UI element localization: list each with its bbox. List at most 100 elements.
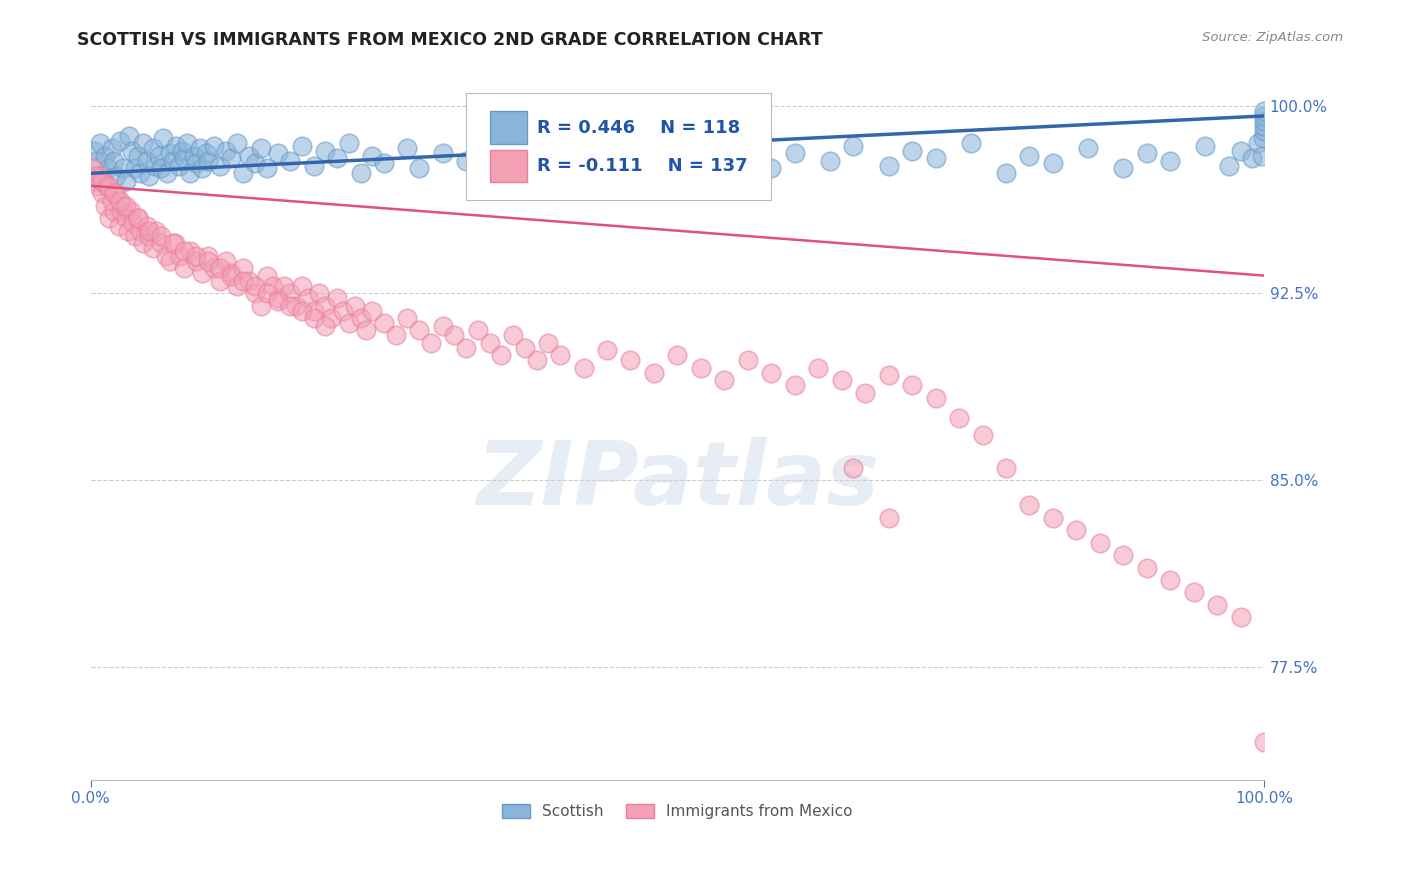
Point <box>267 293 290 308</box>
Point <box>877 159 900 173</box>
Point <box>349 311 371 326</box>
Point <box>526 353 548 368</box>
Point <box>1218 159 1240 173</box>
Point <box>408 324 430 338</box>
Point <box>86 169 108 183</box>
Point <box>84 174 107 188</box>
Point <box>124 161 146 176</box>
Point <box>127 211 149 226</box>
Point <box>86 178 108 193</box>
Point <box>818 153 841 168</box>
Point <box>221 266 243 280</box>
Point <box>526 144 548 158</box>
Point <box>98 211 121 226</box>
Point <box>100 194 122 208</box>
Point <box>108 134 131 148</box>
Point <box>162 236 184 251</box>
Point <box>643 149 665 163</box>
Point <box>243 286 266 301</box>
Point <box>208 274 231 288</box>
Point <box>124 228 146 243</box>
Point <box>596 343 619 358</box>
Point <box>273 278 295 293</box>
Point <box>114 174 136 188</box>
Point <box>1253 103 1275 118</box>
Point <box>643 366 665 380</box>
FancyBboxPatch shape <box>489 112 527 144</box>
Point <box>112 161 135 176</box>
Point <box>256 161 278 176</box>
Point <box>202 139 225 153</box>
Point <box>156 166 179 180</box>
Point <box>267 146 290 161</box>
Point <box>396 141 419 155</box>
Point <box>349 166 371 180</box>
Point <box>725 141 748 155</box>
Point <box>191 266 214 280</box>
Point <box>467 324 489 338</box>
Point <box>162 153 184 168</box>
Point <box>537 336 560 351</box>
Text: Source: ZipAtlas.com: Source: ZipAtlas.com <box>1202 31 1343 45</box>
Point <box>737 353 759 368</box>
Point <box>901 378 924 392</box>
Point <box>1042 156 1064 170</box>
Point <box>713 373 735 387</box>
Point <box>165 236 187 251</box>
Point <box>972 428 994 442</box>
Point <box>112 199 135 213</box>
Point <box>1253 114 1275 128</box>
Point <box>1112 548 1135 562</box>
Point <box>150 161 173 176</box>
Point <box>396 311 419 326</box>
Point <box>96 178 118 193</box>
Point <box>208 159 231 173</box>
Text: R = 0.446    N = 118: R = 0.446 N = 118 <box>537 119 740 136</box>
Point <box>262 278 284 293</box>
Point <box>959 136 981 151</box>
Point <box>155 249 177 263</box>
Point <box>337 316 360 330</box>
Point <box>302 159 325 173</box>
Point <box>291 278 314 293</box>
Point <box>948 410 970 425</box>
Point <box>83 144 105 158</box>
Point <box>1253 109 1275 123</box>
Point <box>173 152 195 166</box>
Point <box>478 139 501 153</box>
Point <box>994 460 1017 475</box>
Point <box>807 360 830 375</box>
Point <box>152 131 174 145</box>
Point <box>173 261 195 276</box>
Point <box>502 328 524 343</box>
Point <box>842 139 865 153</box>
Point <box>100 141 122 155</box>
Point <box>1182 585 1205 599</box>
Point <box>491 348 513 362</box>
Point <box>142 241 165 255</box>
Point <box>666 348 689 362</box>
Point <box>179 244 201 258</box>
Point <box>1136 146 1159 161</box>
Point <box>456 153 478 168</box>
Point <box>302 311 325 326</box>
Point <box>1251 131 1274 145</box>
Point <box>256 286 278 301</box>
Point <box>314 299 336 313</box>
Point <box>877 368 900 383</box>
Point <box>97 178 120 193</box>
Point <box>118 128 141 143</box>
Point <box>548 152 571 166</box>
Point <box>108 194 131 208</box>
Point <box>232 261 254 276</box>
Point <box>1206 598 1229 612</box>
Point <box>82 161 104 176</box>
Point <box>1253 735 1275 749</box>
Point <box>221 268 243 283</box>
Point <box>1253 124 1275 138</box>
Point <box>1229 610 1251 624</box>
Point <box>165 139 187 153</box>
Point <box>238 274 260 288</box>
Point <box>172 144 194 158</box>
Point <box>159 146 181 161</box>
